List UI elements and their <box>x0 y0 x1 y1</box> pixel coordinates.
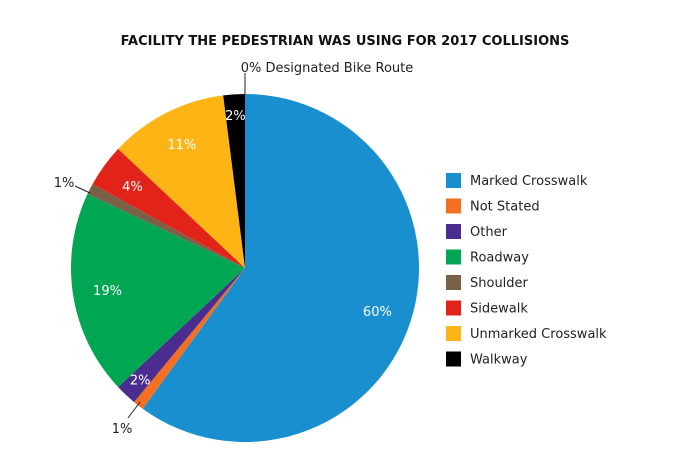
legend-swatch <box>446 351 461 367</box>
legend-swatch <box>446 224 461 239</box>
legend-item: Not Stated <box>446 198 540 215</box>
slice-walkway <box>223 94 245 268</box>
chart-title: FACILITY THE PEDESTRIAN WAS USING FOR 20… <box>121 34 570 49</box>
legend-swatch <box>446 275 461 290</box>
data-label: 11% <box>167 138 196 153</box>
leader-line <box>74 185 91 194</box>
legend-label: Unmarked Crosswalk <box>470 327 607 342</box>
data-label: 0% Designated Bike Route <box>241 61 414 76</box>
slice-roadway <box>71 193 246 388</box>
data-label: 60% <box>363 305 392 320</box>
legend-item: Unmarked Crosswalk <box>446 326 607 342</box>
data-label: 1% <box>54 176 75 191</box>
leader-line <box>127 401 141 419</box>
data-label: 2% <box>130 374 151 389</box>
data-label: 2% <box>225 109 246 124</box>
slice-marked-crosswalk <box>142 94 420 442</box>
legend-label: Other <box>470 225 508 240</box>
legend-label: Roadway <box>470 251 529 266</box>
slice-other <box>118 268 245 403</box>
legend-label: Marked Crosswalk <box>470 174 588 189</box>
legend-label: Walkway <box>470 353 528 368</box>
legend-item: Walkway <box>446 351 528 368</box>
slice-not-stated <box>134 268 245 409</box>
legend-label: Not Stated <box>470 200 540 215</box>
legend-swatch <box>446 249 461 265</box>
data-label: 19% <box>93 284 122 299</box>
legend-item: Shoulder <box>446 275 529 291</box>
legend-swatch <box>446 198 461 214</box>
legend-item: Sidewalk <box>446 300 528 317</box>
data-label: 4% <box>122 180 143 195</box>
legend-item: Marked Crosswalk <box>446 173 588 189</box>
legend-item: Other <box>446 224 508 240</box>
legend-swatch <box>446 326 461 341</box>
data-label: 1% <box>112 422 133 437</box>
legend: Marked Crosswalk Not Stated Other Roadway Sh… <box>446 173 607 368</box>
slice-sidewalk <box>92 148 245 268</box>
legend-swatch <box>446 300 461 316</box>
slice-shoulder <box>87 184 245 268</box>
legend-label: Shoulder <box>470 276 529 291</box>
legend-label: Sidewalk <box>470 302 528 317</box>
legend-item: Roadway <box>446 249 529 266</box>
legend-swatch <box>446 173 461 188</box>
slice-unmarked-crosswalk <box>118 95 245 268</box>
